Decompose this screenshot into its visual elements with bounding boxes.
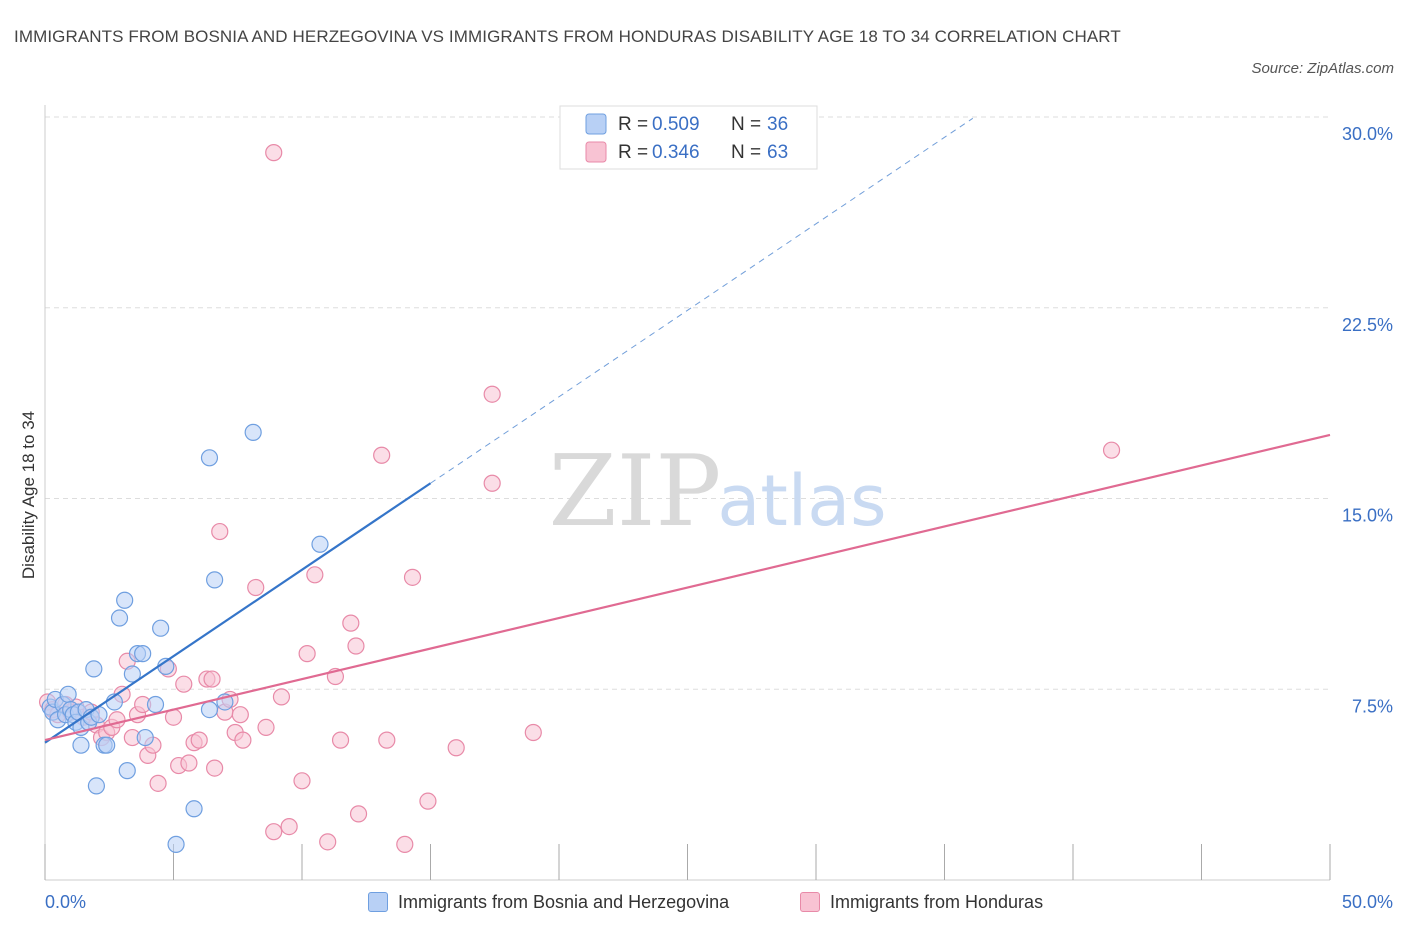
honduras-point <box>342 614 360 632</box>
legend-bottom-item-bosnia: Immigrants from Bosnia and Herzegovina <box>368 890 729 914</box>
honduras-point <box>175 675 193 693</box>
watermark-atlas: atlas <box>717 460 886 542</box>
legend-top-r-label: R = <box>618 114 648 135</box>
trend-lines <box>44 117 1331 744</box>
bosnia-point <box>59 685 77 703</box>
bosnia-point <box>98 736 116 754</box>
legend-bottom-label-honduras: Immigrants from Honduras <box>830 891 1044 912</box>
y-tick-label: 22.5% <box>1342 315 1393 335</box>
watermark: ZIP atlas <box>549 435 887 549</box>
x-tick-labels: 0.0% 50.0% <box>45 892 1393 912</box>
data-points <box>38 144 1121 853</box>
honduras-point <box>180 754 198 772</box>
honduras-point <box>483 385 501 403</box>
trend-line-bosnia-extension <box>430 117 974 484</box>
bosnia-point <box>167 835 185 853</box>
honduras-point <box>293 772 311 790</box>
legend-top-n-label: N = <box>731 114 761 135</box>
legend-top-swatch-bosnia <box>585 113 607 135</box>
honduras-point <box>298 645 316 663</box>
honduras-point <box>234 731 252 749</box>
legend-top-n-value: 63 <box>767 142 788 163</box>
honduras-point <box>373 446 391 464</box>
honduras-point <box>483 474 501 492</box>
bosnia-point <box>152 619 170 637</box>
y-tick-label: 30.0% <box>1342 124 1393 144</box>
legend-top: R = 0.509 N = 36 R = 0.346 N = 63 <box>559 105 818 170</box>
legend-top-r-value: 0.346 <box>652 142 700 163</box>
bosnia-point <box>134 645 152 663</box>
honduras-point <box>349 805 368 823</box>
bosnia-point <box>110 609 129 627</box>
source-credit: Source: ZipAtlas.com <box>1251 60 1394 77</box>
bosnia-point <box>123 665 141 683</box>
bosnia-point <box>200 700 219 719</box>
honduras-point <box>319 833 337 851</box>
honduras-point <box>206 759 224 777</box>
bosnia-point <box>206 571 224 589</box>
bosnia-point <box>116 591 134 609</box>
x-tick-label: 50.0% <box>1342 892 1393 912</box>
honduras-point <box>331 731 350 749</box>
bosnia-point <box>118 762 136 780</box>
legend-bottom: Immigrants from Bosnia and Herzegovina I… <box>0 886 1406 918</box>
y-tick-label: 7.5% <box>1352 696 1393 716</box>
legend-top-n-value: 36 <box>767 114 788 135</box>
bosnia-point <box>244 423 262 441</box>
honduras-point <box>280 817 298 836</box>
honduras-point <box>396 835 414 853</box>
honduras-point <box>265 823 283 841</box>
legend-top-r-value: 0.509 <box>652 114 700 135</box>
legend-bottom-swatch-honduras <box>800 892 820 912</box>
honduras-point <box>403 568 422 586</box>
honduras-point <box>257 718 275 737</box>
x-axis <box>44 844 1331 881</box>
honduras-point <box>211 522 229 541</box>
honduras-point <box>378 731 396 749</box>
honduras-point <box>419 792 437 810</box>
honduras-point <box>272 688 291 706</box>
honduras-point <box>265 144 283 162</box>
bosnia-point <box>200 449 219 467</box>
honduras-point <box>447 739 465 757</box>
honduras-point <box>1102 441 1121 459</box>
y-tick-labels: 7.5% 15.0% 22.5% 30.0% <box>1342 124 1393 716</box>
legend-bottom-label-bosnia: Immigrants from Bosnia and Herzegovina <box>398 891 730 912</box>
legend-top-r-label: R = <box>618 142 648 163</box>
bosnia-point <box>72 736 90 754</box>
bosnia-point <box>146 695 165 714</box>
legend-bottom-item-honduras: Immigrants from Honduras <box>800 890 1043 914</box>
legend-top-n-label: N = <box>731 142 761 163</box>
legend-top-swatch-honduras <box>585 141 607 163</box>
honduras-point <box>190 731 208 749</box>
bosnia-point <box>85 660 103 678</box>
honduras-point <box>524 723 542 742</box>
honduras-point <box>149 774 167 792</box>
legend-bottom-swatch-bosnia <box>368 892 388 912</box>
x-tick-label: 0.0% <box>45 892 86 912</box>
honduras-point <box>231 706 249 724</box>
bosnia-point <box>311 535 329 553</box>
trend-line-bosnia <box>44 482 432 744</box>
trend-line-honduras <box>44 433 1331 742</box>
honduras-point <box>347 637 365 655</box>
watermark-zip: ZIP <box>549 435 722 549</box>
bosnia-point <box>136 728 154 747</box>
y-axis-label: Disability Age 18 to 34 <box>19 411 38 579</box>
bosnia-point <box>87 777 106 795</box>
chart-title: IMMIGRANTS FROM BOSNIA AND HERZEGOVINA V… <box>14 27 1121 46</box>
honduras-point <box>247 578 265 597</box>
y-tick-label: 15.0% <box>1342 506 1393 526</box>
bosnia-point <box>185 800 203 818</box>
honduras-point <box>306 566 324 584</box>
honduras-point <box>203 670 221 688</box>
